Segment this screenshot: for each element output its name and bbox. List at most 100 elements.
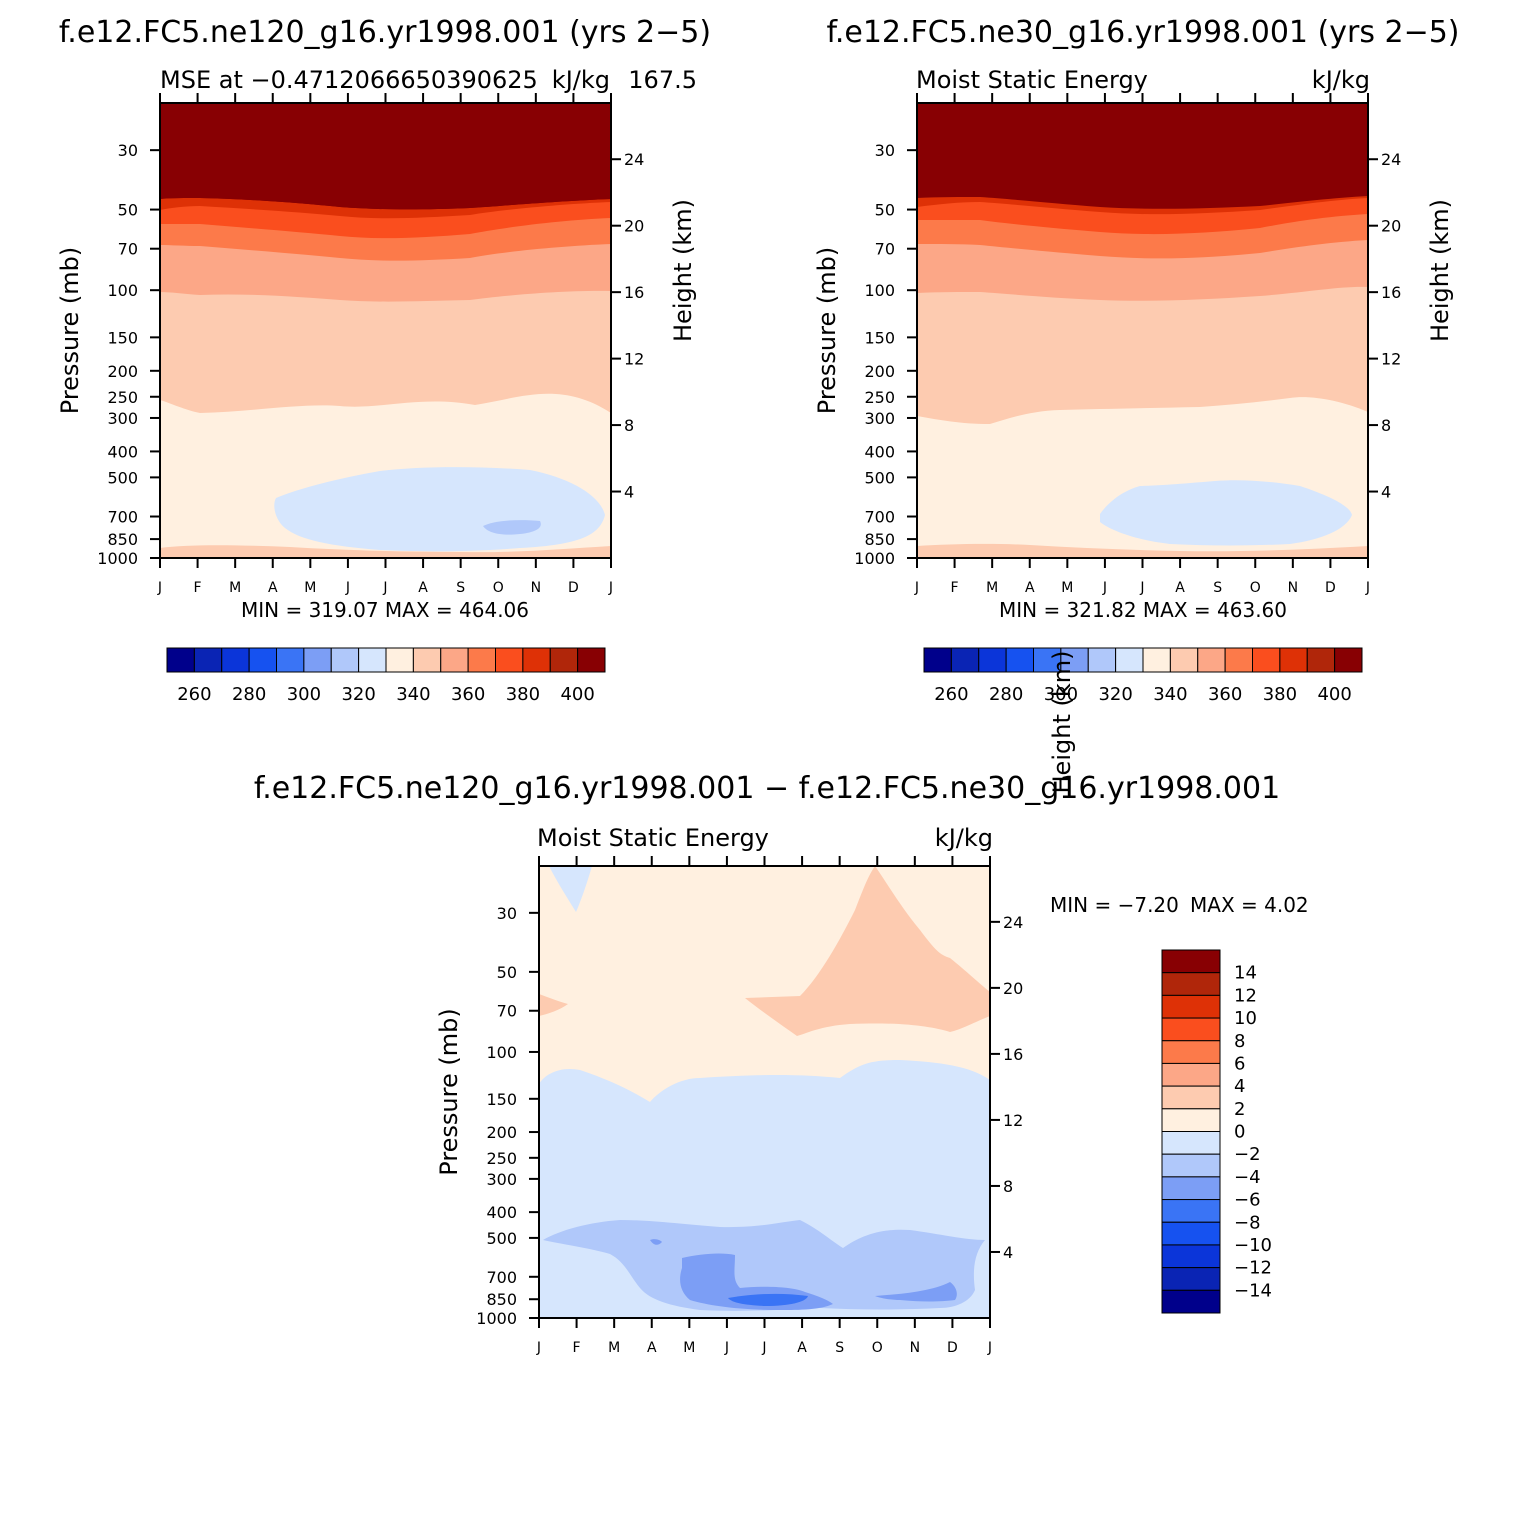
panel3-stats-max: MAX = 4.02 xyxy=(1190,893,1309,917)
y-tick-label: 300 xyxy=(864,409,895,428)
colorbar-box xyxy=(1161,1267,1221,1291)
panel2-contour-400 xyxy=(917,103,1368,209)
colorbar-box xyxy=(1033,647,1062,673)
panel1-subtitle-left: MSE at −0.4712066650390625 xyxy=(160,66,538,94)
colorbar-label: 300 xyxy=(287,684,321,705)
y2-tick-label: 16 xyxy=(624,283,644,302)
colorbar-label: 12 xyxy=(1234,985,1257,1006)
x-tick-label: N xyxy=(1288,580,1298,596)
colorbar-label: −14 xyxy=(1234,1280,1272,1301)
y-tick-label: 500 xyxy=(107,468,138,487)
y2-tick-label: 24 xyxy=(1381,150,1401,169)
x-tick-label: M xyxy=(683,1340,695,1356)
y-tick-label: 250 xyxy=(864,388,895,407)
colorbar-box xyxy=(1161,1176,1221,1201)
y-tick-label: 300 xyxy=(107,409,138,428)
colorbar-label: 400 xyxy=(1317,684,1351,705)
x-tick-label: J xyxy=(157,580,162,596)
colorbar-label: 400 xyxy=(560,684,594,705)
colorbar-label: 360 xyxy=(1208,684,1242,705)
y-tick-label: 300 xyxy=(486,1170,517,1189)
y-tick-label: 150 xyxy=(107,328,138,347)
colorbar-label: 380 xyxy=(506,684,540,705)
y2-tick-label: 20 xyxy=(624,217,644,236)
y-tick-label: 1000 xyxy=(97,549,138,568)
colorbar-box xyxy=(1161,1244,1221,1269)
panel1-colorbar: 260 280 300 320 340 360 380 400 xyxy=(166,647,606,705)
y-tick-label: 400 xyxy=(486,1203,517,1222)
y-tick-label: 50 xyxy=(497,963,517,982)
y2-tick-label: 8 xyxy=(624,416,634,435)
panel3-subtitle-right: kJ/kg xyxy=(935,824,993,852)
colorbar-label: −4 xyxy=(1234,1167,1261,1188)
panel3-contour-minus4to6-dot xyxy=(650,1239,662,1245)
colorbar-box xyxy=(950,647,980,673)
y-tick-label: 700 xyxy=(486,1268,517,1287)
colorbar-box xyxy=(978,647,1007,673)
colorbar-label: 340 xyxy=(1153,684,1187,705)
y2-tick-label: 12 xyxy=(1381,350,1401,369)
x-tick-label: F xyxy=(951,580,959,596)
colorbar-label: 2 xyxy=(1234,1099,1245,1120)
x-tick-label: J xyxy=(1102,580,1107,596)
colorbar-box xyxy=(276,647,305,673)
x-tick-label: S xyxy=(835,1340,844,1356)
panel3-axes: J F M A M J J A S O N D J 30 50 70 100 150 200 250 300 400 500… xyxy=(435,651,1076,1356)
x-tick-label: J xyxy=(914,580,919,596)
y2-axis-label: Height (km) xyxy=(1048,651,1076,794)
colorbar-label: 320 xyxy=(1098,684,1132,705)
colorbar-box xyxy=(522,647,551,673)
y-tick-label: 70 xyxy=(875,240,895,259)
x-tick-label: S xyxy=(456,580,465,596)
x-tick-label: O xyxy=(1250,580,1261,596)
colorbar-label: 10 xyxy=(1234,1008,1257,1029)
x-tick-label: F xyxy=(194,580,202,596)
y2-tick-label: 4 xyxy=(624,483,634,502)
colorbar-box xyxy=(248,647,277,673)
y-tick-label: 200 xyxy=(107,362,138,381)
panel-difference: f.e12.FC5.ne120_g16.yr1998.001 − f.e12.F… xyxy=(254,651,1309,1356)
panel3-contour-minus4to6-right xyxy=(875,1282,957,1302)
panel3-plot xyxy=(538,865,991,1319)
y-tick-label: 100 xyxy=(864,281,895,300)
colorbar-box xyxy=(1115,647,1144,673)
colorbar-box xyxy=(303,647,332,673)
colorbar-box xyxy=(358,647,387,673)
x-tick-label: J xyxy=(761,1340,766,1356)
panel3-stats-min: MIN = −7.20 xyxy=(1050,893,1179,917)
panel2-title: f.e12.FC5.ne30_g16.yr1998.001 (yrs 2−5) xyxy=(826,15,1459,50)
panel-ne120: f.e12.FC5.ne120_g16.yr1998.001 (yrs 2−5)… xyxy=(56,15,711,705)
x-tick-label: M xyxy=(1061,580,1073,596)
x-tick-label: M xyxy=(608,1340,620,1356)
colorbar-box xyxy=(166,647,195,673)
x-tick-label: M xyxy=(986,580,998,596)
colorbar-box xyxy=(1197,647,1226,673)
colorbar-box xyxy=(1306,647,1336,673)
y-tick-label: 30 xyxy=(118,141,138,160)
y-tick-label: 850 xyxy=(107,530,138,549)
colorbar-box xyxy=(1252,647,1281,673)
colorbar-label: −2 xyxy=(1234,1144,1261,1165)
y2-tick-label: 24 xyxy=(624,150,644,169)
y-axis-label: Pressure (mb) xyxy=(813,247,841,414)
x-tick-label: S xyxy=(1213,580,1222,596)
y-tick-label: 100 xyxy=(107,281,138,300)
y-tick-label: 70 xyxy=(497,1002,517,1021)
colorbar-label: 14 xyxy=(1234,963,1257,984)
panel-ne30: f.e12.FC5.ne30_g16.yr1998.001 (yrs 2−5) … xyxy=(813,15,1460,705)
y2-tick-label: 8 xyxy=(1003,1177,1013,1196)
colorbar-label: 280 xyxy=(989,684,1023,705)
panel1-contour-surface xyxy=(160,545,611,558)
y-axis-label: Pressure (mb) xyxy=(56,247,84,414)
x-tick-label: A xyxy=(647,1340,657,1356)
y-tick-label: 850 xyxy=(864,530,895,549)
panel1-subtitle-overlap: 167.5 xyxy=(628,66,697,94)
y-tick-label: 70 xyxy=(118,240,138,259)
colorbar-label: 4 xyxy=(1234,1076,1245,1097)
panel2-plot xyxy=(916,102,1369,559)
y-tick-label: 1000 xyxy=(854,549,895,568)
x-tick-label: M xyxy=(229,580,241,596)
x-tick-label: A xyxy=(418,580,428,596)
x-tick-label: O xyxy=(872,1340,883,1356)
y2-tick-label: 20 xyxy=(1003,979,1023,998)
